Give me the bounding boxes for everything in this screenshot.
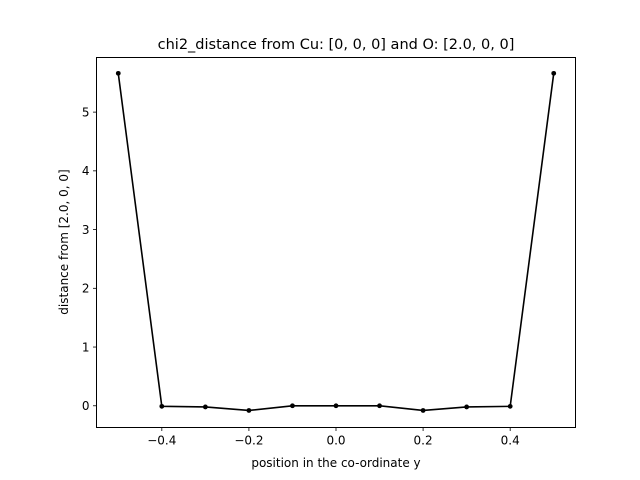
x-tick-label: 0.2 — [414, 434, 433, 448]
data-point — [202, 404, 208, 410]
x-tick-label: 0.0 — [326, 434, 345, 448]
y-tick-label: 1 — [82, 340, 90, 354]
plot-frame — [96, 57, 576, 428]
x-tick-label: −0.2 — [234, 434, 263, 448]
plot-area — [115, 70, 557, 413]
x-axis: −0.4 −0.2 0.0 0.2 0.4 — [147, 427, 520, 448]
data-point — [159, 403, 165, 409]
data-point — [551, 70, 557, 76]
y-tick-label: 0 — [82, 399, 90, 413]
y-axis: 0 1 2 3 4 5 — [82, 105, 97, 413]
y-tick-label: 3 — [82, 223, 90, 237]
y-tick-label: 5 — [82, 105, 90, 119]
data-point — [333, 403, 339, 409]
data-point — [246, 408, 252, 413]
y-tick-label: 2 — [82, 282, 90, 296]
x-tick-label: 0.4 — [501, 434, 520, 448]
x-tick-label: −0.4 — [147, 434, 176, 448]
y-axis-label: distance from [2.0, 0, 0] — [57, 169, 71, 314]
x-axis-label: position in the co-ordinate y — [251, 456, 420, 470]
data-point — [290, 403, 295, 409]
data-point — [420, 408, 426, 413]
data-point — [464, 404, 470, 410]
series-line — [117, 73, 555, 412]
data-point — [377, 403, 382, 409]
data-point — [115, 70, 121, 76]
chart-title: chi2_distance from Cu: [0, 0, 0] and O: … — [158, 37, 515, 53]
y-tick-label: 4 — [82, 164, 90, 178]
data-point — [507, 403, 513, 409]
